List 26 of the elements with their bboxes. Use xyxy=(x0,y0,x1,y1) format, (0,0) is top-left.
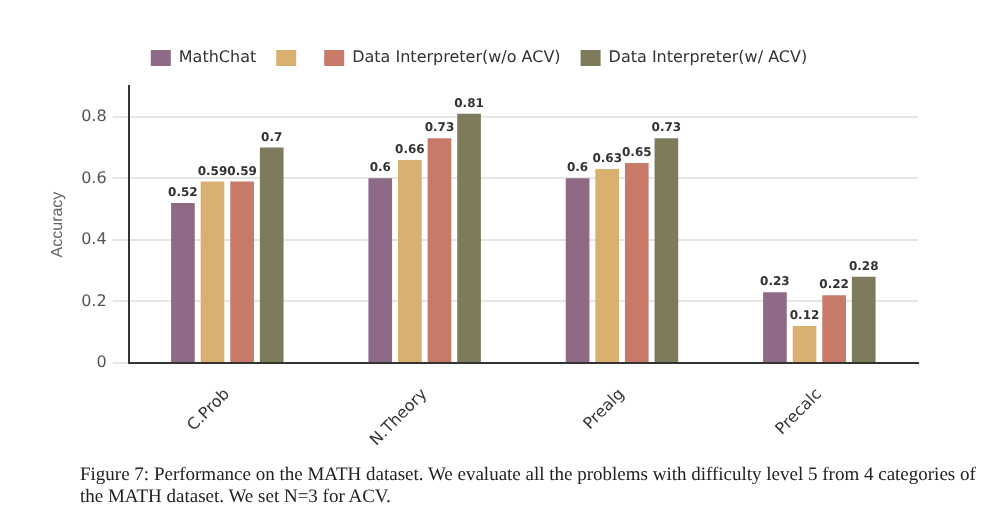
y-tick-label: 0 xyxy=(96,353,107,372)
bar xyxy=(230,181,254,363)
bar xyxy=(259,147,284,363)
bar xyxy=(595,169,620,363)
bar xyxy=(822,295,846,363)
bar xyxy=(851,276,876,363)
caption: Figure 7: Performance on the MATH dataset. We evaluate all the problems with difficulty level 5 from 4 categories of the MATH dataset. We set N=3 for ACV. xyxy=(80,466,978,510)
bar xyxy=(654,138,679,363)
bar xyxy=(763,292,787,363)
y-tick-label: 0.8 xyxy=(81,106,107,125)
y-axis-title: Accuracy xyxy=(48,191,67,258)
bar xyxy=(792,326,817,363)
bar xyxy=(427,138,452,363)
bar xyxy=(565,178,590,363)
bar xyxy=(368,178,393,363)
bar xyxy=(624,162,649,363)
bar xyxy=(457,113,481,363)
legend-label: Data Interpreter(w/o ACV) xyxy=(352,48,561,67)
bar xyxy=(171,202,195,363)
legend-label: Data Interpreter(w/ ACV) xyxy=(608,48,808,67)
y-tick-label: 0.6 xyxy=(81,168,107,187)
bar xyxy=(200,181,225,363)
y-tick-label: 0.4 xyxy=(81,230,107,249)
y-tick-label: 0.2 xyxy=(81,291,107,310)
bar xyxy=(398,159,422,363)
legend-label: MathChat xyxy=(178,48,257,67)
